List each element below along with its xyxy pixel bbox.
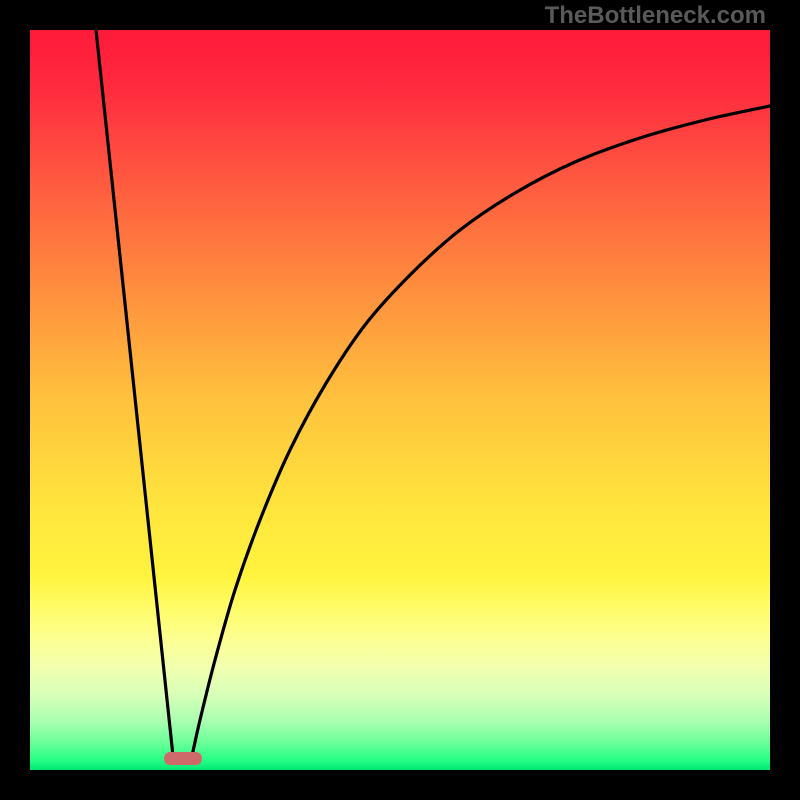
minimum-marker <box>164 752 202 765</box>
plot-area <box>30 30 770 770</box>
chart-container: TheBottleneck.com <box>0 0 800 800</box>
curve-overlay <box>30 30 770 770</box>
watermark-text: TheBottleneck.com <box>545 2 766 30</box>
